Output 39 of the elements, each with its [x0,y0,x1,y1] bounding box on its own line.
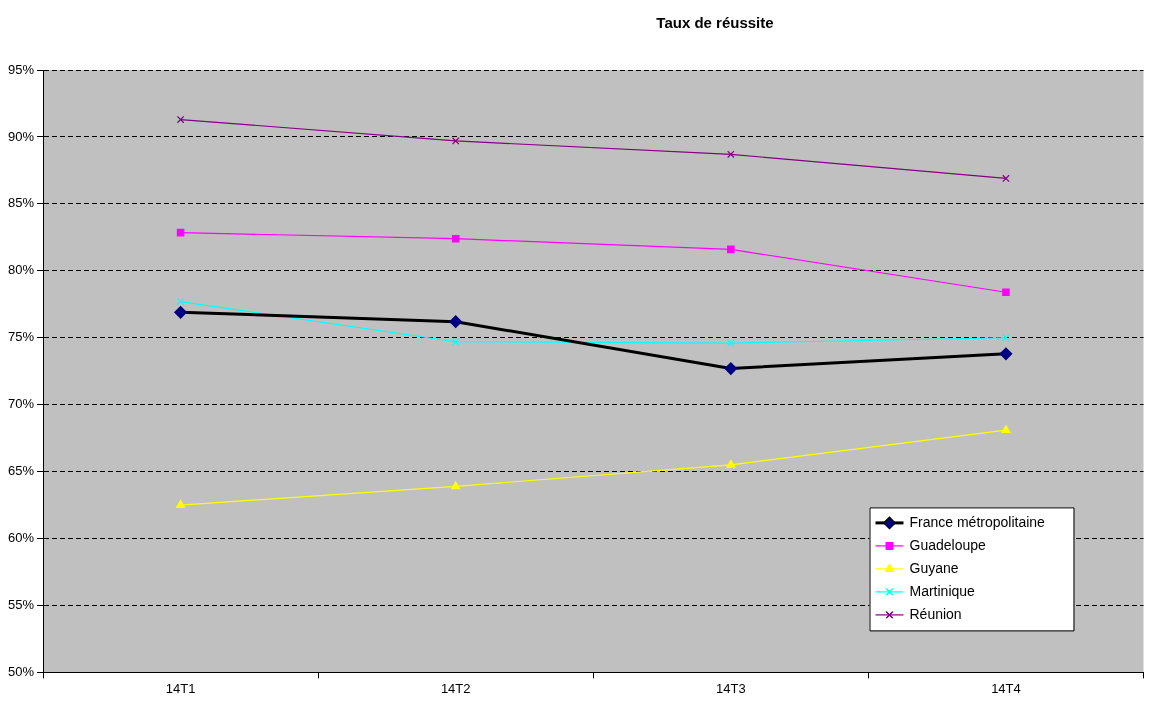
point [451,137,460,145]
point [1002,174,1010,183]
point [727,150,735,159]
point [451,337,460,346]
y-tick-label: 55% [7,597,35,613]
x-tick-label: 14T2 [440,680,471,696]
point [174,306,187,319]
y-tick-label: 75% [7,329,35,345]
point [727,339,735,347]
point [176,297,185,306]
point [724,362,737,375]
y-tick-label: 90% [7,128,35,144]
x-tick-label: 14T1 [165,680,196,696]
point [727,245,735,254]
y-tick-label: 70% [7,396,35,412]
legend-label: Réunion [909,605,962,622]
y-tick-label: 85% [7,195,35,211]
point [451,481,461,490]
point [176,115,185,124]
point [726,459,736,468]
chart-title: Taux de réussite [655,14,775,31]
point [176,499,186,508]
point [999,347,1012,360]
legend-label: Guadeloupe [909,536,986,553]
legend-label: Martinique [909,582,976,599]
y-tick-label: 95% [7,61,35,77]
y-tick-label: 60% [7,530,35,546]
y-tick-label: 65% [7,463,35,479]
point [451,234,460,243]
point [1001,425,1011,433]
legend-label: Guyane [909,559,959,576]
point [1002,333,1010,342]
y-tick-label: 50% [7,663,35,679]
point [449,315,462,328]
x-tick-label: 14T4 [991,680,1021,696]
point [1002,288,1010,296]
legend-label: France métropolitaine [909,513,1046,530]
y-tick-label: 80% [7,262,35,278]
x-tick-label: 14T3 [716,680,746,696]
